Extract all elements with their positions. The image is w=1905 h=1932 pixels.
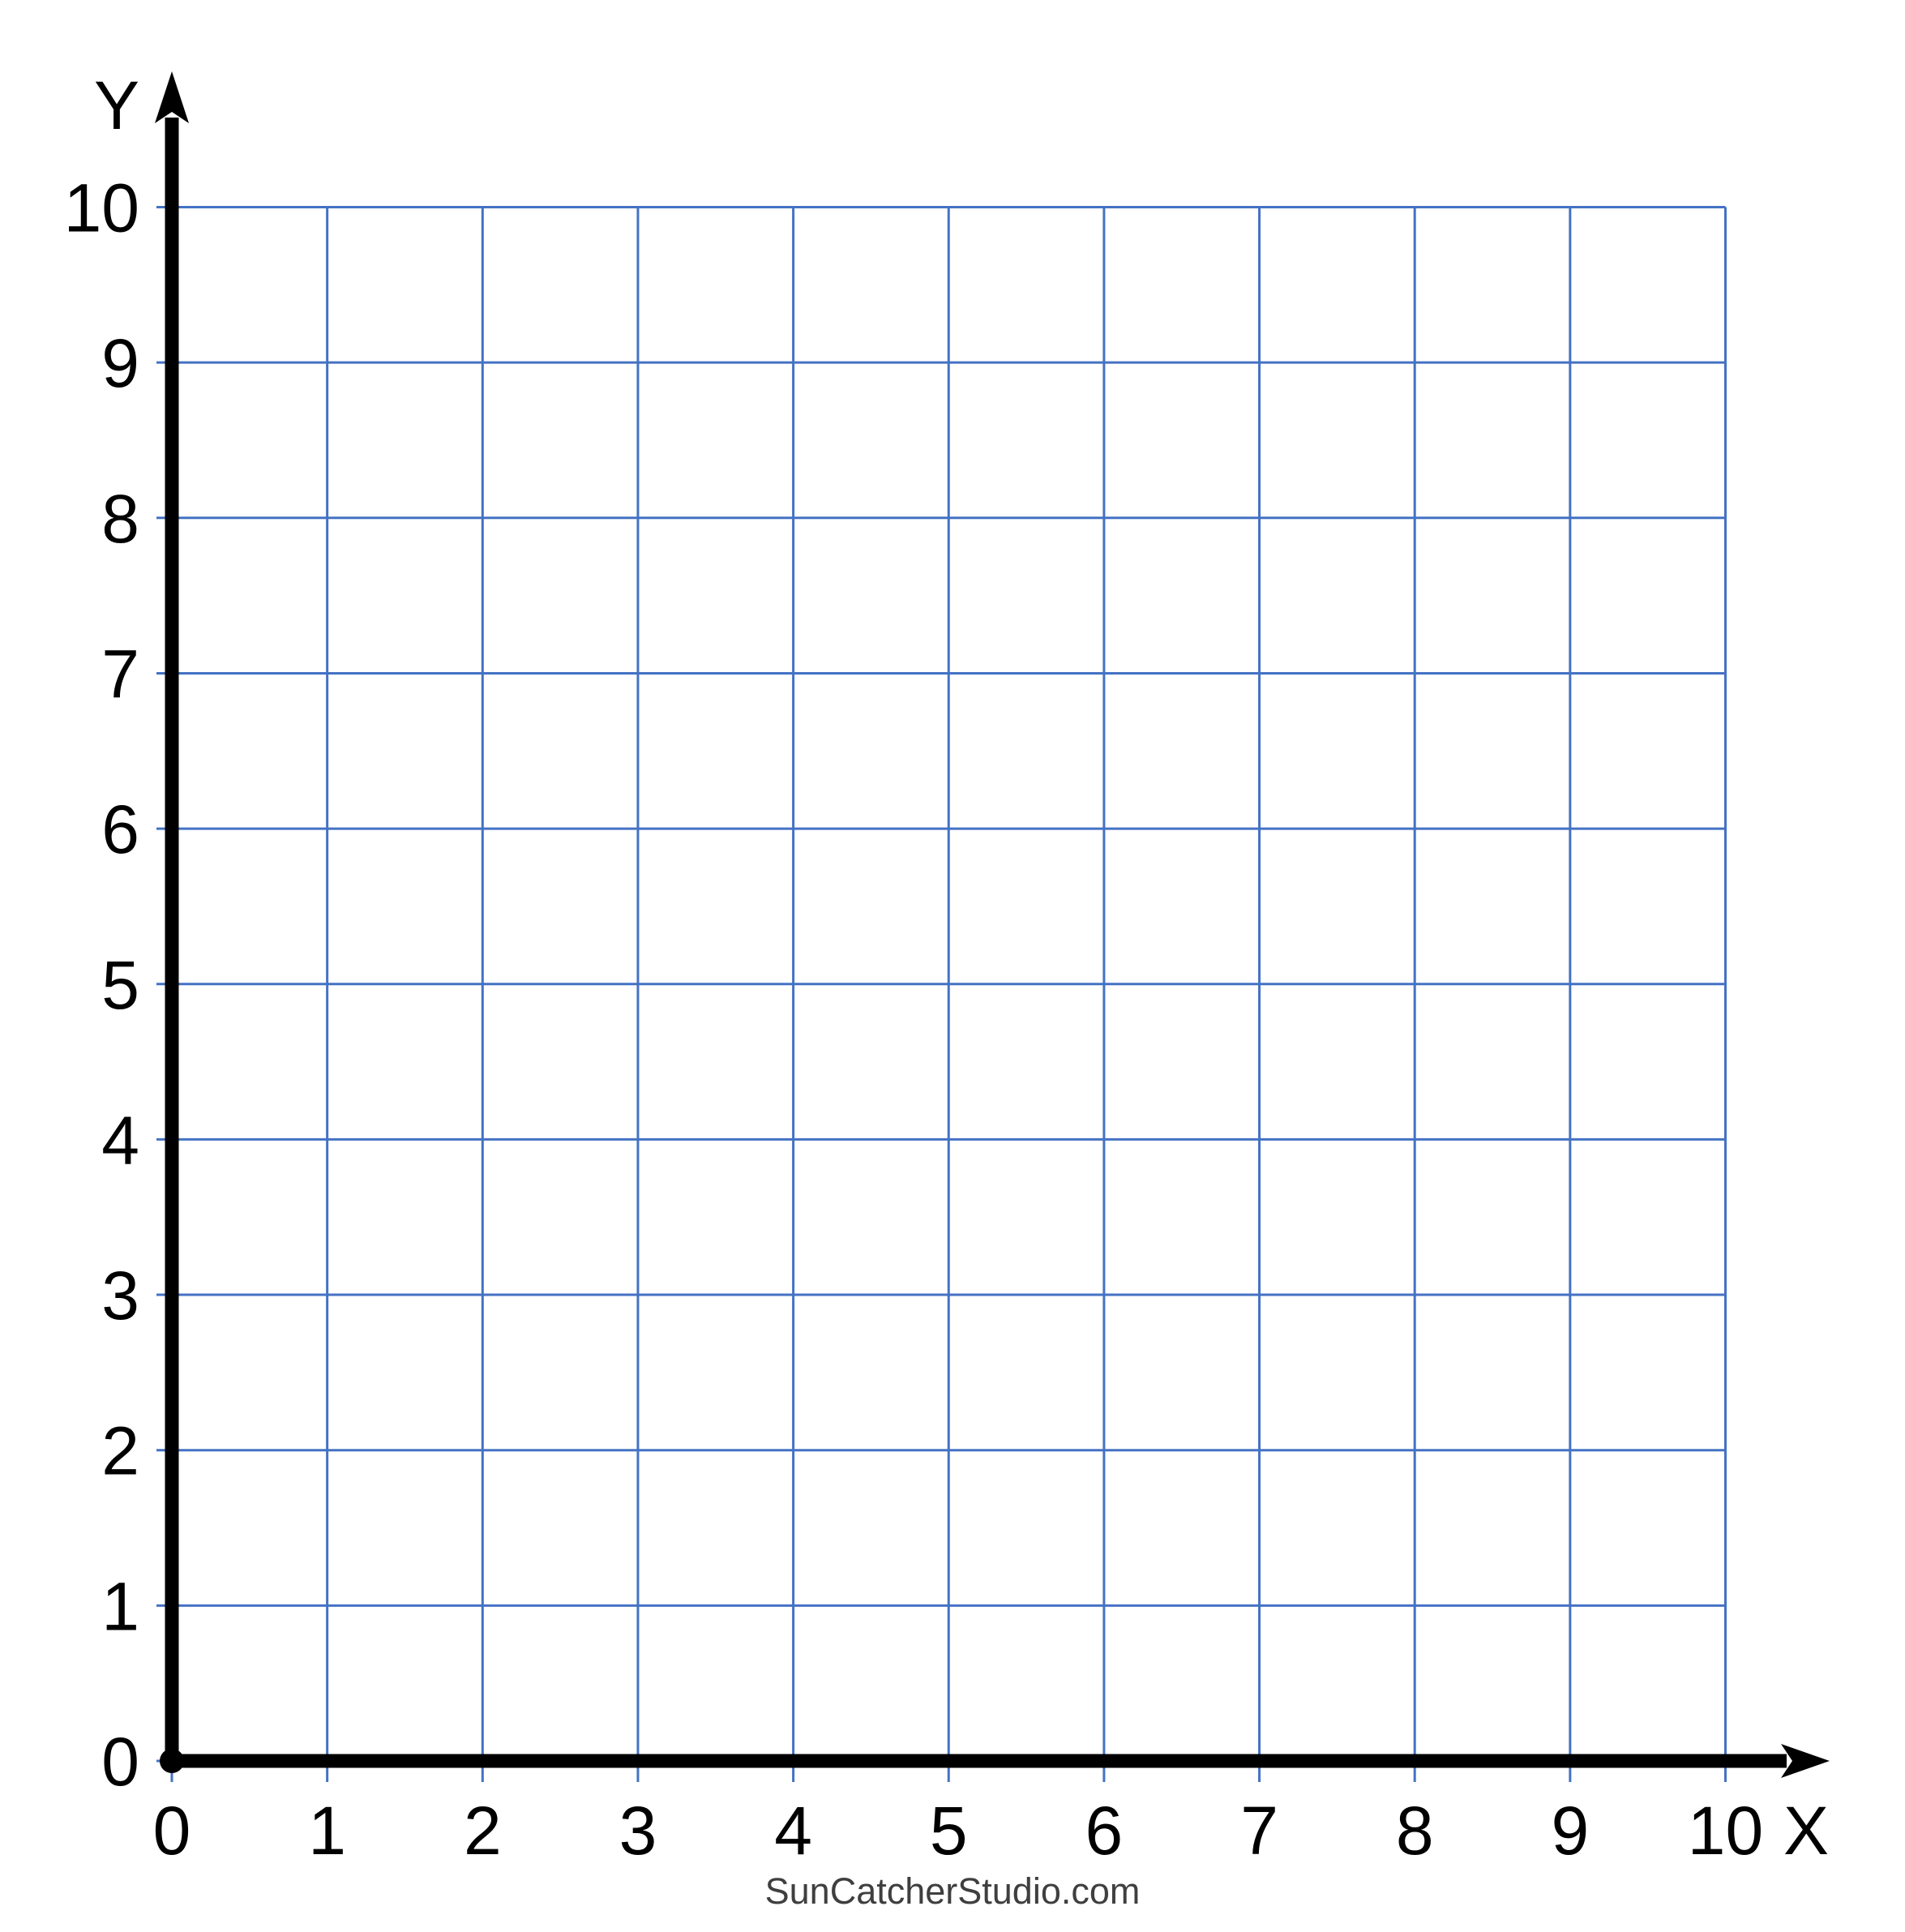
axes-group <box>155 71 1830 1778</box>
tick-labels-group: 0 1 2 3 4 5 6 7 8 9 10 0 1 2 3 4 5 6 7 8 9 10 <box>64 170 1764 1870</box>
origin-dot <box>160 1749 184 1773</box>
y-tick-label: 6 <box>101 791 139 867</box>
y-tick-label: 2 <box>101 1413 139 1489</box>
x-tick-label: 1 <box>308 1793 346 1869</box>
x-tick-label: 3 <box>619 1793 657 1869</box>
x-tick-label: 6 <box>1085 1793 1124 1869</box>
gridlines-group <box>156 206 1727 1782</box>
y-axis-arrowhead-icon <box>155 71 189 123</box>
y-tick-label: 0 <box>101 1724 139 1800</box>
x-axis-title: X <box>1783 1793 1829 1869</box>
x-tick-label: 5 <box>930 1793 968 1869</box>
y-tick-label: 7 <box>101 636 139 712</box>
y-tick-label: 8 <box>101 481 139 557</box>
y-tick-label: 1 <box>101 1568 139 1644</box>
y-tick-label: 4 <box>101 1102 139 1178</box>
x-tick-label: 10 <box>1688 1793 1763 1869</box>
y-tick-label: 9 <box>101 325 139 401</box>
x-tick-label: 8 <box>1396 1793 1434 1869</box>
watermark-text: SunCatcherStudio.com <box>765 1870 1141 1912</box>
x-axis-arrowhead-icon <box>1781 1744 1830 1778</box>
x-tick-label: 9 <box>1551 1793 1589 1869</box>
y-tick-label: 3 <box>101 1257 139 1334</box>
x-tick-label: 4 <box>774 1793 812 1869</box>
y-tick-label: 5 <box>101 947 139 1023</box>
x-tick-label: 2 <box>464 1793 502 1869</box>
y-tick-label: 10 <box>64 170 139 246</box>
x-tick-label: 0 <box>153 1793 191 1869</box>
y-axis-title: Y <box>94 67 139 144</box>
x-tick-label: 7 <box>1240 1793 1278 1869</box>
